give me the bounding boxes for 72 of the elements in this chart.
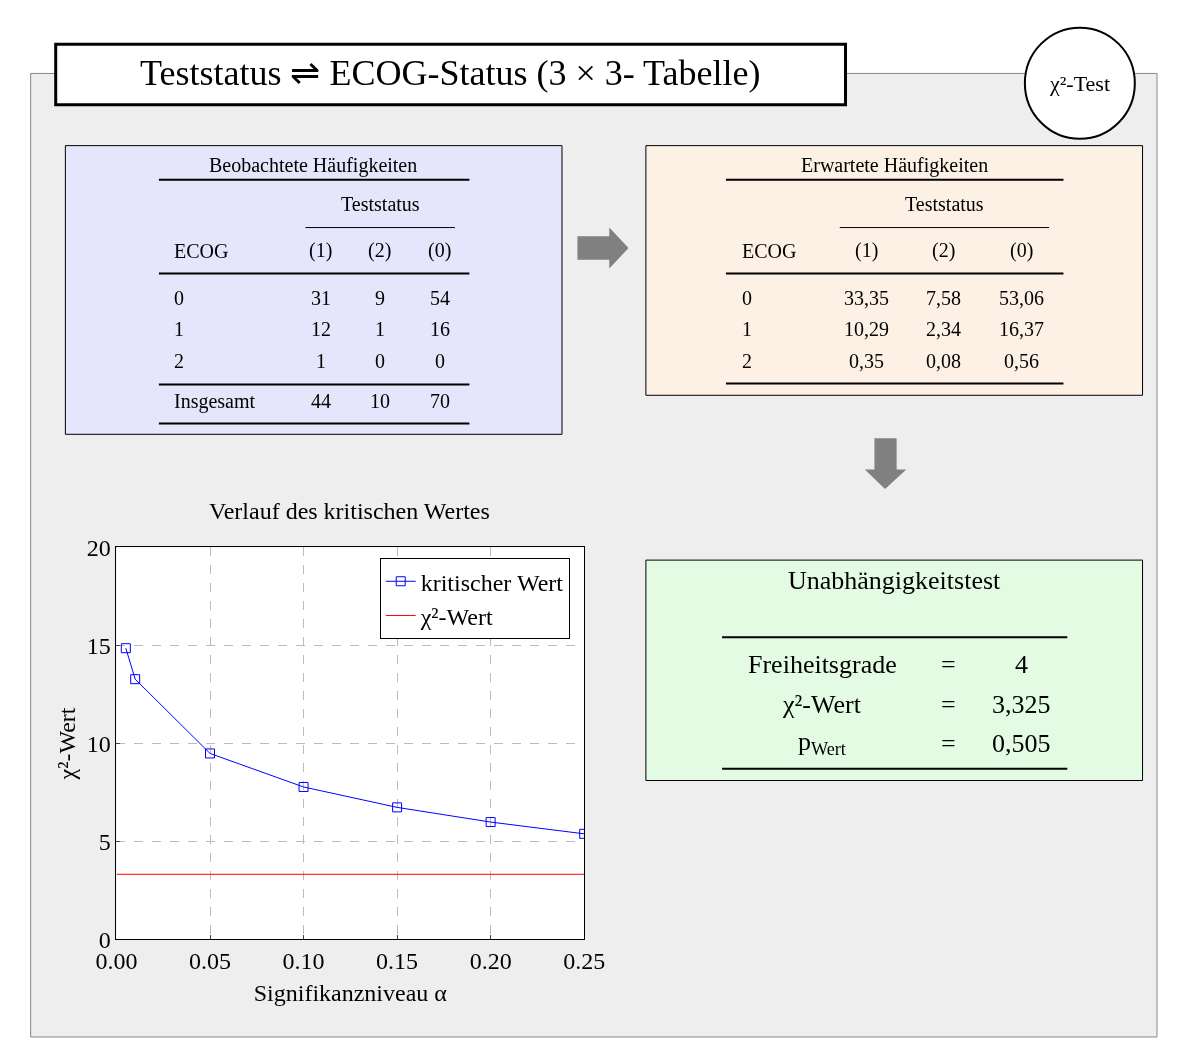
text: 33,35	[844, 287, 889, 309]
text: χ²-Wert	[782, 690, 862, 719]
legend-label: χ²-Wert	[419, 603, 493, 630]
point	[120, 643, 131, 654]
y-tick-label: 5	[98, 828, 111, 855]
text: 0	[435, 350, 445, 372]
text: Teststatus	[905, 193, 984, 215]
text: 31	[311, 287, 331, 309]
text: 10	[370, 390, 390, 412]
text: 1	[742, 318, 752, 340]
text: 9	[375, 287, 385, 309]
text: 0,56	[1004, 350, 1039, 372]
y-tick-label: 15	[86, 632, 111, 659]
x-tick-label: 0.20	[469, 948, 512, 975]
text: (2)	[932, 239, 956, 262]
text: 3,325	[992, 690, 1051, 719]
y-tick-label: 10	[86, 730, 111, 757]
text: ECOG	[742, 240, 797, 262]
text: (2)	[368, 239, 392, 262]
text: 2	[742, 350, 752, 372]
text: 16,37	[999, 318, 1044, 340]
text: =	[941, 690, 956, 719]
y-axis-title: χ²-Wert	[53, 707, 80, 781]
x-tick-label: 0.15	[376, 948, 419, 975]
text: =	[941, 729, 956, 758]
x-axis-title: Signifikanzniveau α	[253, 979, 448, 1006]
text: χ²-Test	[1049, 71, 1111, 96]
text: Beobachtete Häufigkeiten	[209, 154, 418, 177]
text: Teststatus	[341, 193, 420, 215]
text: 7,58	[926, 287, 961, 309]
text: 16	[430, 318, 450, 340]
text: 2	[174, 350, 184, 372]
text: 0	[375, 350, 385, 372]
text: ECOG	[174, 240, 229, 262]
text: 44	[311, 390, 331, 412]
text: p$_{Wert}$	[798, 727, 846, 760]
text: 1	[316, 350, 326, 372]
x-tick-label: 0.25	[563, 948, 606, 975]
point	[205, 748, 216, 759]
text: (1)	[309, 239, 333, 262]
text: (1)	[855, 239, 879, 262]
text: 10,29	[844, 318, 889, 340]
point	[392, 802, 403, 813]
y-tick-label: 20	[86, 534, 111, 561]
text: 53,06	[999, 287, 1044, 309]
text: Teststatus ⇌ ECOG-Status (3 × 3- Tabelle)	[140, 53, 761, 93]
text: 12	[311, 318, 331, 340]
text: 4	[1015, 650, 1028, 679]
text: 2,34	[926, 318, 961, 340]
text: 1	[174, 318, 184, 340]
text: Erwartete Häufigkeiten	[801, 154, 989, 177]
text: =	[941, 650, 956, 679]
text: 0,08	[926, 350, 961, 372]
text: 1	[375, 318, 385, 340]
text: 70	[430, 390, 450, 412]
point	[298, 781, 309, 792]
text: Insgesamt	[174, 390, 256, 413]
text: (0)	[1010, 239, 1034, 262]
x-tick-label: 0.05	[189, 948, 232, 975]
chart-title: Verlauf des kritischen Wertes	[209, 498, 490, 524]
text: 0	[174, 287, 184, 309]
text: 0,505	[992, 729, 1051, 758]
legend-label: kritischer Wert	[420, 569, 564, 596]
point	[130, 674, 141, 685]
text: (0)	[428, 239, 452, 262]
text: 0	[742, 287, 752, 309]
text: 54	[430, 287, 450, 309]
text: 0,35	[849, 350, 884, 372]
text: Freiheitsgrade	[748, 650, 897, 679]
x-tick-label: 0.10	[282, 948, 325, 975]
point	[485, 817, 496, 828]
text: Unabhängigkeitstest	[788, 566, 1002, 595]
